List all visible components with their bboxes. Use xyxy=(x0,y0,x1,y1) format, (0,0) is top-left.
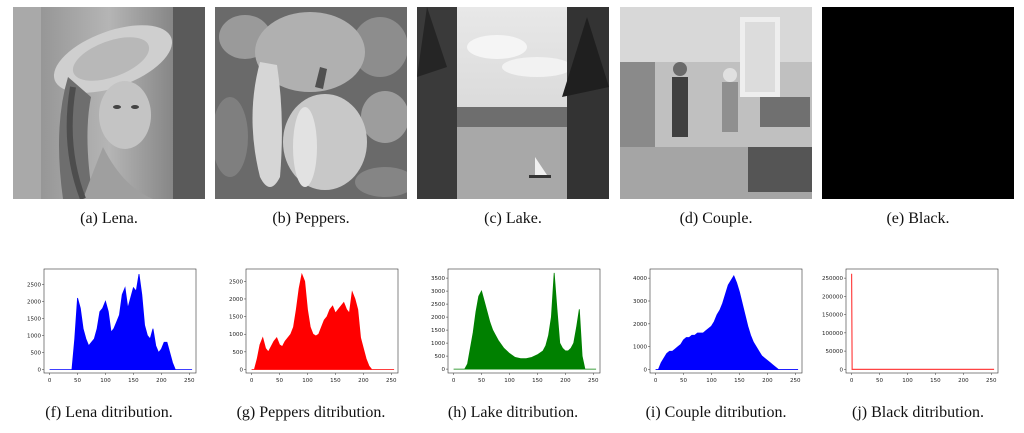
axes-frame xyxy=(649,268,803,374)
lena-histogram: 0 50 100 150 200 250 0 500 1000 1500 2000 2500 xyxy=(20,263,200,387)
y-tick-label: 3000 xyxy=(633,299,647,305)
histogram-area xyxy=(453,272,597,370)
x-tick-label: 50 xyxy=(74,378,81,384)
caption-lake-distribution: (h) Lake ditribution. xyxy=(447,404,579,421)
y-tick-label: 2000 xyxy=(431,315,445,321)
y-tick-label: 1000 xyxy=(229,332,243,338)
histogram-line xyxy=(850,273,995,370)
x-tick-label: 250 xyxy=(386,378,397,384)
x-tick-label: 0 xyxy=(850,378,854,384)
y-tick-label: 2000 xyxy=(27,299,41,305)
caption-black-distribution: (j) Black ditribution. xyxy=(852,404,984,421)
y-tick-label: 4000 xyxy=(633,276,647,282)
y-tick-label: 0 xyxy=(38,368,42,374)
x-tick-label: 100 xyxy=(902,378,913,384)
x-tick-label: 150 xyxy=(532,378,543,384)
y-tick-label: 3500 xyxy=(431,276,445,282)
x-tick-label: 50 xyxy=(680,378,687,384)
peppers-histogram: 0 50 100 150 200 250 0 500 1000 1500 2000 2500 xyxy=(222,263,402,387)
x-tick-label: 50 xyxy=(478,378,485,384)
x-tick-label: 0 xyxy=(48,378,52,384)
histogram-area xyxy=(251,272,395,370)
caption-couple-distribution: (i) Couple ditribution. xyxy=(645,404,787,421)
y-tick-label: 3000 xyxy=(431,289,445,295)
histogram-area xyxy=(655,274,799,370)
x-tick-label: 200 xyxy=(156,378,167,384)
y-tick-label: 1500 xyxy=(229,315,243,321)
y-tick-label: 2500 xyxy=(431,302,445,308)
histogram-svg: 0 50 100 150 200 250 0 1000 2000 3000 4000 xyxy=(633,268,803,384)
caption-lena-distribution: (f) Lena ditribution. xyxy=(45,404,173,421)
x-tick-label: 250 xyxy=(588,378,599,384)
y-tick-label: 500 xyxy=(233,350,244,356)
y-tick-label: 2000 xyxy=(229,297,243,303)
y-tick-label: 500 xyxy=(31,351,42,357)
y-tick-label: 50000 xyxy=(826,349,844,355)
x-tick-label: 200 xyxy=(762,378,773,384)
caption-peppers: (b) Peppers. xyxy=(272,210,350,227)
y-tick-label: 1500 xyxy=(431,328,445,334)
peppers-image xyxy=(215,7,407,199)
y-tick-label: 250000 xyxy=(822,276,843,282)
y-tick-label: 1000 xyxy=(431,341,445,347)
y-tick-label: 2500 xyxy=(229,279,243,285)
x-tick-label: 150 xyxy=(734,378,745,384)
histogram-area xyxy=(49,274,193,370)
x-tick-label: 100 xyxy=(302,378,313,384)
x-tick-label: 100 xyxy=(706,378,717,384)
axes-frame xyxy=(447,268,601,374)
axes-frame xyxy=(245,268,399,374)
x-tick-label: 50 xyxy=(276,378,283,384)
x-tick-label: 150 xyxy=(930,378,941,384)
x-tick-label: 250 xyxy=(790,378,801,384)
y-tick-label: 0 xyxy=(840,367,844,373)
y-tick-label: 1000 xyxy=(633,345,647,351)
histogram-svg: 0 50 100 150 200 2500500100015002000250030003… xyxy=(431,268,601,384)
lake-histogram: 0 50 100 150 200 250 0 500 1000 1500 2000 2500 3000 3… xyxy=(424,263,604,387)
black-image xyxy=(822,7,1014,199)
couple-histogram: 0 50 100 150 200 250 0 1000 2000 3000 4000 xyxy=(626,263,806,387)
caption-lake: (c) Lake. xyxy=(484,210,542,227)
x-tick-label: 100 xyxy=(504,378,515,384)
caption-black: (e) Black. xyxy=(886,210,950,227)
axes-frame xyxy=(845,268,999,374)
histogram-svg: 0 50 100 150 200 250 0 50000 100000 150000 200000 2… xyxy=(822,268,999,384)
caption-couple: (d) Couple. xyxy=(679,210,753,227)
x-tick-label: 200 xyxy=(958,378,969,384)
x-tick-label: 250 xyxy=(986,378,997,384)
y-tick-label: 150000 xyxy=(822,313,843,319)
y-tick-label: 0 xyxy=(240,367,244,373)
caption-lena: (a) Lena. xyxy=(80,210,138,227)
y-tick-label: 1500 xyxy=(27,316,41,322)
lena-image xyxy=(13,7,205,199)
x-tick-label: 150 xyxy=(330,378,341,384)
y-tick-label: 100000 xyxy=(822,331,843,337)
x-tick-label: 0 xyxy=(250,378,254,384)
couple-image xyxy=(620,7,812,199)
x-tick-label: 200 xyxy=(560,378,571,384)
y-tick-label: 1000 xyxy=(27,333,41,339)
axes-frame xyxy=(43,268,197,374)
x-tick-label: 100 xyxy=(100,378,111,384)
x-tick-label: 250 xyxy=(184,378,195,384)
x-tick-label: 0 xyxy=(452,378,456,384)
y-tick-label: 0 xyxy=(442,367,446,373)
lake-image xyxy=(417,7,609,199)
y-tick-label: 0 xyxy=(644,368,648,374)
x-tick-label: 150 xyxy=(128,378,139,384)
x-tick-label: 0 xyxy=(654,378,658,384)
caption-peppers-distribution: (g) Peppers ditribution. xyxy=(236,404,386,421)
x-tick-label: 50 xyxy=(876,378,883,384)
black-histogram: 0 50 100 150 200 250 0 50000 100000 150000 200000 2… xyxy=(822,263,1002,387)
y-tick-label: 2000 xyxy=(633,322,647,328)
x-tick-label: 200 xyxy=(358,378,369,384)
y-tick-label: 200000 xyxy=(822,294,843,300)
y-tick-label: 2500 xyxy=(27,282,41,288)
y-tick-label: 500 xyxy=(435,354,446,360)
